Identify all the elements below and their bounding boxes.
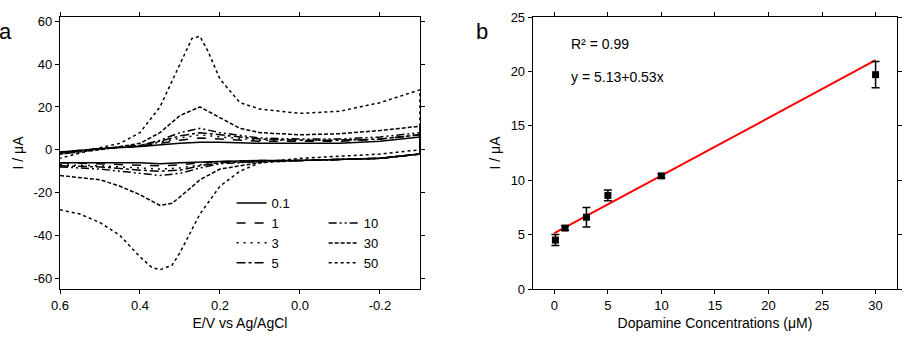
svg-text:y = 5.13+0.53x: y = 5.13+0.53x [571, 69, 664, 85]
svg-text:40: 40 [38, 57, 52, 72]
svg-text:0: 0 [518, 282, 525, 297]
svg-text:b: b [476, 19, 488, 44]
svg-text:I / μA: I / μA [487, 136, 503, 170]
svg-text:0.1: 0.1 [272, 196, 290, 211]
svg-text:15: 15 [511, 118, 525, 133]
svg-text:30: 30 [364, 236, 378, 251]
svg-text:20: 20 [511, 64, 525, 79]
svg-text:10: 10 [654, 298, 668, 313]
svg-text:-60: -60 [33, 271, 52, 286]
svg-text:a: a [0, 19, 12, 44]
svg-text:50: 50 [364, 256, 378, 271]
svg-text:5: 5 [518, 227, 525, 242]
svg-text:E/V vs Ag/AgCl: E/V vs Ag/AgCl [192, 315, 287, 331]
svg-text:60: 60 [38, 14, 52, 29]
svg-text:5: 5 [272, 256, 279, 271]
svg-text:30: 30 [868, 298, 882, 313]
svg-text:20: 20 [38, 100, 52, 115]
svg-text:0.0: 0.0 [291, 298, 309, 313]
svg-text:-40: -40 [33, 228, 52, 243]
svg-text:0.2: 0.2 [211, 298, 229, 313]
svg-text:-0.2: -0.2 [369, 298, 391, 313]
svg-text:0.6: 0.6 [51, 298, 69, 313]
svg-text:0: 0 [45, 142, 52, 157]
svg-text:3: 3 [272, 236, 279, 251]
svg-text:20: 20 [761, 298, 775, 313]
svg-text:5: 5 [604, 298, 611, 313]
svg-text:I / μA: I / μA [10, 136, 26, 170]
svg-text:-20: -20 [33, 185, 52, 200]
svg-text:R² = 0.99: R² = 0.99 [571, 36, 629, 52]
svg-text:0.4: 0.4 [131, 298, 149, 313]
svg-text:1: 1 [272, 216, 279, 231]
svg-text:0: 0 [551, 298, 558, 313]
svg-text:10: 10 [511, 173, 525, 188]
svg-text:15: 15 [708, 298, 722, 313]
svg-text:10: 10 [364, 216, 378, 231]
svg-text:Dopamine Concentrations (μM): Dopamine Concentrations (μM) [618, 315, 813, 331]
svg-text:25: 25 [511, 10, 525, 25]
svg-text:25: 25 [815, 298, 829, 313]
